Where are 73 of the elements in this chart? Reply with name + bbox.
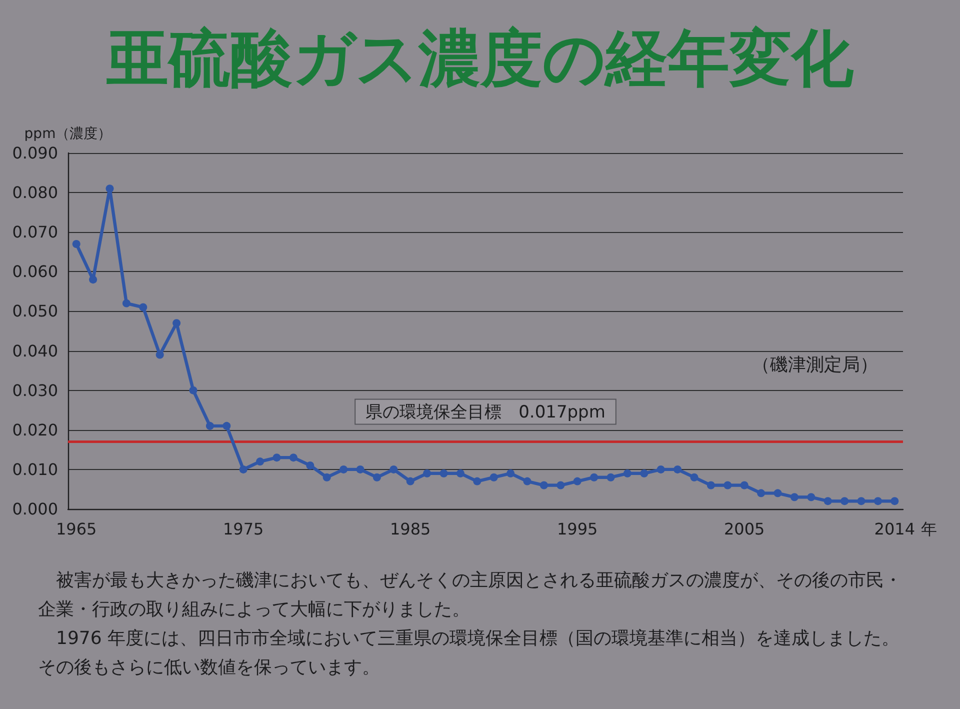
y-tick-label: 0.010: [12, 460, 58, 479]
point: [523, 477, 532, 486]
point: [256, 458, 264, 466]
chart-title: 亜硫酸ガス濃度の経年変化: [106, 22, 854, 94]
point: [690, 473, 698, 482]
point: [423, 469, 432, 478]
y-tick-label: 0.040: [12, 341, 58, 360]
point: [356, 465, 364, 474]
x-tick-label: 2014: [874, 520, 916, 538]
point: [774, 489, 782, 498]
x-tick-label: 1995: [556, 520, 598, 538]
point: [706, 481, 715, 490]
point: [757, 489, 766, 498]
point: [874, 497, 882, 506]
point: [857, 497, 866, 506]
point: [139, 303, 148, 312]
x-axis-title: 年: [920, 520, 937, 538]
y-tick-label: 0.020: [12, 420, 58, 440]
point: [890, 497, 899, 506]
y-tick-label: 0.080: [12, 183, 58, 202]
y-tick-label: 0.000: [12, 500, 58, 518]
point: [322, 473, 331, 482]
point: [807, 493, 816, 502]
y-axis-title: ppm（濃度）: [24, 126, 112, 142]
point: [106, 184, 114, 193]
point: [222, 422, 231, 430]
x-tick-label: 2005: [724, 520, 765, 538]
point: [473, 477, 482, 486]
text: 1976 年度には、四日市市全域において三重県の環境保全目標（国の環境基準に相当）を達成しました。その後もさらに低い数値を保っています。: [38, 627, 901, 680]
point: [490, 473, 498, 482]
y-tick-label: 0.030: [12, 380, 58, 400]
point: [790, 493, 798, 502]
x-tick-label: 1985: [390, 520, 431, 538]
point: [506, 469, 515, 478]
y-tick-label: 0.060: [12, 262, 58, 282]
point: [72, 240, 80, 248]
point: [656, 465, 665, 474]
text: 被害が最も大きかった磯津においても、ぜんそくの主原因とされる亜硫酸ガスの濃度が、その後の市民・企業・行政の取り組みによって大幅に下がりました。: [38, 569, 903, 622]
point: [390, 465, 398, 474]
point: [606, 473, 615, 482]
point: [122, 299, 130, 308]
point: [340, 465, 348, 474]
point: [740, 481, 748, 490]
point: [824, 497, 832, 506]
y-tick-label: 0.070: [12, 222, 58, 242]
point: [724, 481, 732, 490]
point: [440, 469, 448, 478]
point: [406, 477, 414, 486]
x-tick-label: 1965: [56, 520, 97, 538]
point: [206, 422, 214, 430]
point: [840, 497, 849, 506]
point: [556, 481, 565, 490]
point: [306, 461, 314, 470]
y-tick-label: 0.090: [12, 144, 58, 162]
point: [372, 473, 381, 482]
point: [156, 350, 164, 359]
point: [456, 469, 464, 478]
point: [674, 465, 682, 474]
annotation: （磯津測定局）: [752, 354, 878, 376]
point: [89, 276, 98, 284]
point: [573, 477, 582, 486]
point: [289, 454, 298, 462]
point: [172, 319, 181, 328]
point: [623, 469, 632, 478]
point: [189, 386, 198, 394]
y-tick-label: 0.050: [12, 302, 58, 321]
point: [540, 481, 548, 490]
x-tick-label: 1975: [222, 520, 264, 538]
point: [272, 454, 281, 462]
ref-line-label: 県の環境保全目標 0.017ppm: [366, 402, 606, 422]
point: [640, 469, 648, 478]
point: [590, 473, 598, 482]
point: [239, 465, 248, 474]
